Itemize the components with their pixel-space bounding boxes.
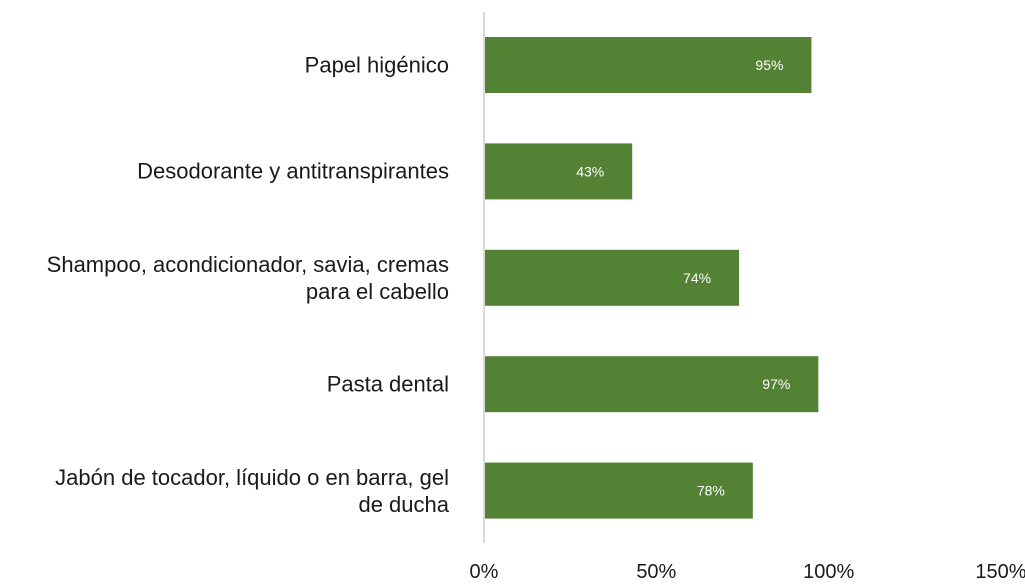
category-label-line: Desodorante y antitranspirantes (137, 158, 449, 184)
category-label-3: Pasta dental (0, 371, 449, 398)
bar-4 (484, 462, 753, 519)
data-label-3: 97% (762, 376, 790, 392)
data-label-1: 43% (576, 163, 604, 179)
x-tick-label-1: 50% (636, 561, 676, 583)
bar-1 (484, 143, 633, 200)
data-label-0: 95% (755, 57, 783, 73)
category-label-1: Desodorante y antitranspirantes (0, 158, 449, 185)
category-label-4: Jabón de tocador, líquido o en barra, ge… (0, 464, 449, 518)
category-label-line: Shampoo, acondicionador, savia, cremas (46, 251, 449, 277)
category-label-2: Shampoo, acondicionador, savia, cremas pa… (0, 251, 449, 305)
bar-0 (484, 37, 812, 93)
x-tick-label-0: 0% (470, 561, 499, 583)
x-tick-label-2: 100% (803, 561, 854, 583)
data-label-4: 78% (697, 483, 725, 499)
category-label-line: Jabón de tocador, líquido o en barra, ge… (55, 464, 449, 490)
bar-3 (484, 356, 819, 413)
x-tick-label-3: 150% (975, 561, 1025, 583)
category-label-line: Papel higénico (304, 52, 449, 78)
category-label-line: Pasta dental (326, 371, 449, 397)
data-label-2: 74% (683, 270, 711, 286)
bar-2 (484, 249, 740, 306)
category-label-line: de ducha (358, 491, 449, 517)
category-label-line: para el cabello (305, 278, 449, 304)
category-label-0: Papel higénico (0, 52, 449, 79)
